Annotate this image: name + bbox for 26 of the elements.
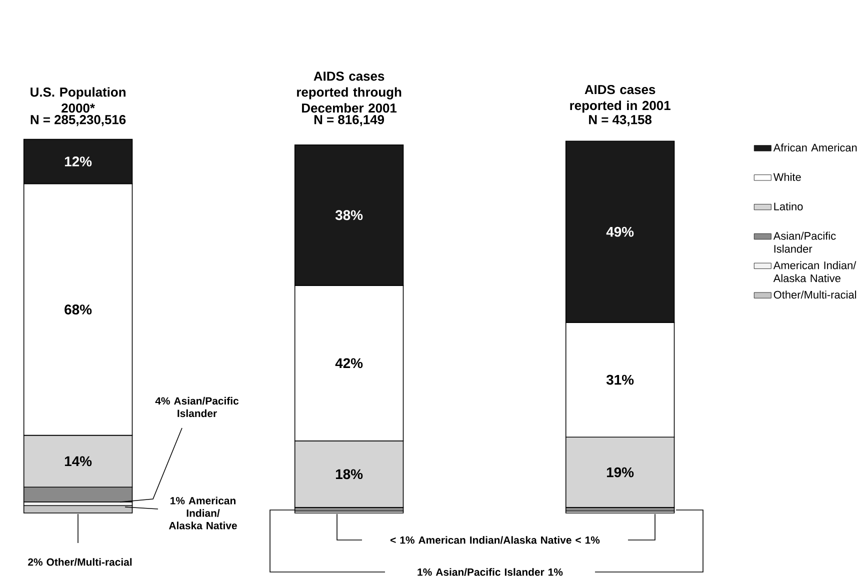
data-label: 18% <box>336 469 363 480</box>
annotation: 1% American Indian/ Alaska Native <box>168 496 237 530</box>
data-label: 12% <box>64 156 92 166</box>
annotation: 4% Asian/Pacific Islander <box>155 396 239 418</box>
x-tick-label: AIDS cases reported through December 2001 <box>297 72 402 113</box>
text: N = 285,230,516 <box>30 115 126 126</box>
text: N = 816,149 <box>314 115 384 126</box>
text: 2% Other/Multi-racial <box>28 558 132 566</box>
text: N = 43,158 <box>589 115 652 126</box>
x-tick-label: U.S. Population 2000* <box>30 87 126 113</box>
data-label: 14% <box>64 456 92 466</box>
data-label: 42% <box>335 358 363 368</box>
data-label: 19% <box>606 467 634 478</box>
data-label: 49% <box>606 226 634 237</box>
x-tick-label: AIDS cases reported in 2001 <box>570 84 670 113</box>
legend-label: Other/Multi-racial <box>774 290 856 299</box>
legend-label: Latino <box>774 202 803 210</box>
data-label: 38% <box>335 210 363 220</box>
text: < 1% American Indian/Alaska Native < 1% <box>390 536 600 544</box>
text: 1% Asian/Pacific Islander 1% <box>418 568 563 576</box>
legend-label: American Indian/ Alaska Native <box>773 261 856 282</box>
legend-label: White <box>773 172 801 181</box>
legend-label: Asian/Pacific Islander <box>773 232 836 253</box>
legend-label: African American <box>773 143 857 152</box>
data-label: 68% <box>64 304 92 314</box>
data-label: 31% <box>606 374 634 385</box>
